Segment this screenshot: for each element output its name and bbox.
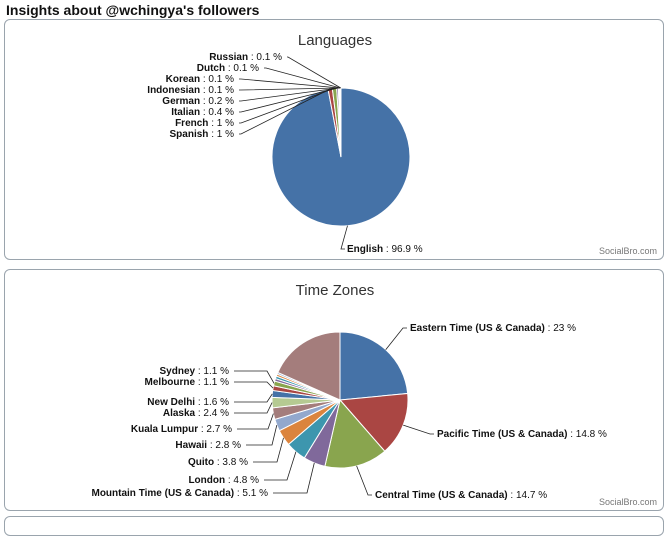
slice-label-pacific-time-us-canada: Pacific Time (US & Canada) : 14.8 % (437, 429, 607, 440)
slice-label-russian: Russian : 0.1 % (209, 52, 282, 63)
languages-panel: Languages English : 96.9 % Spanish : 1 %F… (4, 19, 664, 260)
time-zones-panel: Time Zones Eastern Time (US & Canada) : … (4, 269, 664, 511)
slice-label-dutch: Dutch : 0.1 % (197, 63, 259, 74)
leader-line-mountain-time-us-canada (273, 463, 314, 493)
leader-line-quito (253, 438, 284, 462)
next-panel (4, 516, 664, 536)
pie-slice-eastern-time-us-canada[interactable] (340, 332, 408, 400)
leader-line-new-delhi (234, 394, 272, 402)
slice-label-spanish: Spanish : 1 % (170, 129, 235, 140)
slice-label-german: German : 0.2 % (162, 96, 234, 107)
slice-label-new-delhi: New Delhi : 1.6 % (147, 397, 229, 408)
leader-line-kuala-lumpur (237, 414, 273, 429)
leader-line-hawaii (246, 425, 277, 445)
slice-label-sydney: Sydney : 1.1 % (160, 366, 230, 377)
leader-line-russian (287, 57, 341, 88)
slice-label-korean: Korean : 0.1 % (166, 74, 234, 85)
time-zones-chart-title: Time Zones (296, 282, 375, 299)
leader-line-london (264, 452, 296, 480)
time-zones-chart: Time Zones Eastern Time (US & Canada) : … (5, 270, 665, 512)
slice-label-melbourne: Melbourne : 1.1 % (145, 377, 230, 388)
leader-line-pacific-time-us-canada (403, 425, 434, 434)
leader-line-dutch (264, 68, 340, 88)
slice-label-indonesian: Indonesian : 0.1 % (147, 85, 234, 96)
slice-label-eastern-time-us-canada: Eastern Time (US & Canada) : 23 % (410, 323, 576, 334)
languages-credit[interactable]: SocialBro.com (599, 246, 657, 256)
page-title: Insights about @wchingya's followers (6, 2, 259, 18)
leader-line-melbourne (234, 382, 273, 388)
languages-chart: Languages English : 96.9 % Spanish : 1 %F… (5, 20, 665, 261)
slice-label-alaska: Alaska : 2.4 % (163, 408, 229, 419)
slice-label-french: French : 1 % (175, 118, 234, 129)
slice-label-english: English : 96.9 % (347, 244, 423, 255)
slice-label-hawaii: Hawaii : 2.8 % (175, 440, 241, 451)
leader-line-eastern-time-us-canada (386, 328, 407, 350)
slice-label-kuala-lumpur: Kuala Lumpur : 2.7 % (131, 424, 232, 435)
slice-label-quito: Quito : 3.8 % (188, 457, 248, 468)
slice-label-central-time-us-canada: Central Time (US & Canada) : 14.7 % (375, 490, 547, 501)
leader-line-alaska (234, 403, 272, 413)
leader-line-central-time-us-canada (357, 466, 372, 495)
leader-line-sydney (234, 371, 274, 383)
slice-label-italian: Italian : 0.4 % (171, 107, 234, 118)
languages-chart-title: Languages (298, 32, 372, 49)
time-zones-credit[interactable]: SocialBro.com (599, 497, 657, 507)
slice-label-london: London : 4.8 % (188, 475, 259, 486)
slice-label-mountain-time-us-canada: Mountain Time (US & Canada) : 5.1 % (91, 488, 268, 499)
